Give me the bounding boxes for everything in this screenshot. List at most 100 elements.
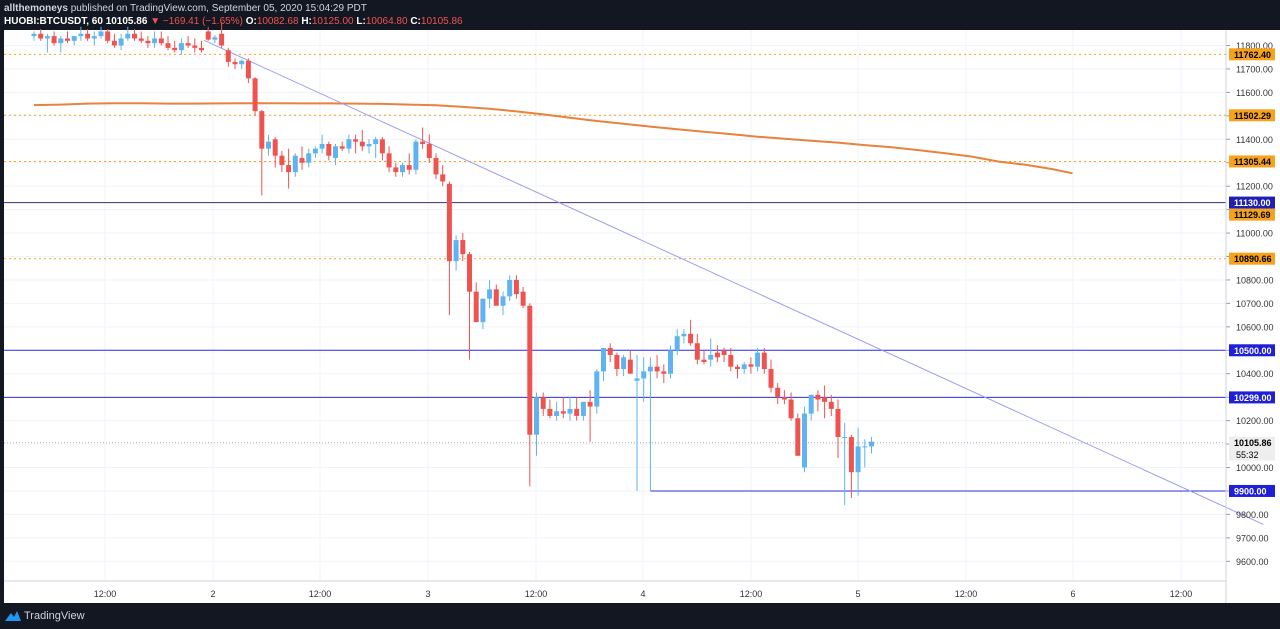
high-label: H: xyxy=(301,16,312,27)
price-tag-label: 11129.69 xyxy=(1234,210,1271,220)
candle-body xyxy=(560,411,566,414)
candle-body xyxy=(735,366,740,370)
y-tick-label: 11600.00 xyxy=(1236,88,1273,98)
y-tick-label: 9800.00 xyxy=(1236,510,1269,520)
last-price: 10105.86 xyxy=(105,16,148,27)
time-axis[interactable] xyxy=(4,581,1226,603)
price-tag-bg xyxy=(1229,252,1275,265)
candle-body xyxy=(326,143,332,156)
candle-body xyxy=(192,45,198,48)
candle-body xyxy=(393,167,399,173)
price-tags: 11762.40 11502.29 11305.44 11130.00 11129.69… xyxy=(1229,48,1275,497)
chart-pane[interactable] xyxy=(4,30,1226,603)
publication-line: allthemoneys published on TradingView.co… xyxy=(4,3,367,14)
x-tick-label: 3 xyxy=(425,589,430,599)
candle-body xyxy=(199,47,204,51)
candle-body xyxy=(641,371,647,379)
price-tag-label: 10890.66 xyxy=(1234,254,1272,264)
candle-body xyxy=(245,60,251,79)
descending-trendline xyxy=(203,39,1264,525)
symbol-line: HUOBI:BTCUSDT, 60 10105.86 ▼ −169.41 (−1… xyxy=(4,16,463,27)
symbol-name[interactable]: HUOBI:BTCUSDT, 60 xyxy=(4,16,103,27)
candle-body xyxy=(433,158,439,175)
x-tick-label: 6 xyxy=(1070,589,1075,599)
candle-body xyxy=(614,354,620,370)
candle-body xyxy=(272,139,278,156)
moving-average xyxy=(33,102,1073,175)
price-tag-label: 11762.40 xyxy=(1234,50,1271,60)
y-tick-label: 11400.00 xyxy=(1236,135,1273,145)
candle-body xyxy=(205,31,211,40)
y-tick-label: 10400.00 xyxy=(1236,369,1274,379)
candle-body xyxy=(674,336,680,351)
candle-body xyxy=(714,352,720,358)
candle-body xyxy=(420,141,426,144)
candle-body xyxy=(400,165,405,173)
candle-body xyxy=(815,394,821,400)
candle-body xyxy=(98,31,104,37)
candle-body xyxy=(266,141,271,149)
grid-lines xyxy=(4,30,1226,581)
y-tick-label: 11000.00 xyxy=(1236,229,1273,239)
candle-body xyxy=(252,78,258,112)
candle-body xyxy=(446,183,452,262)
candle-body xyxy=(118,38,124,46)
candle-body xyxy=(500,296,506,306)
candle-body xyxy=(386,153,392,168)
candle-body xyxy=(212,37,218,40)
candle-body xyxy=(440,174,446,182)
candle-body xyxy=(795,418,801,456)
candle-body xyxy=(467,254,472,292)
countdown-label: 55:32 xyxy=(1236,450,1259,460)
author-name[interactable]: allthemoneys xyxy=(4,3,68,14)
candle-body xyxy=(333,146,338,159)
candle-body xyxy=(748,364,754,367)
candle-body xyxy=(580,401,586,416)
candle-body xyxy=(755,352,761,367)
candle-body xyxy=(460,240,466,255)
trendline-layer xyxy=(203,39,1264,525)
price-axis[interactable] xyxy=(1226,30,1280,603)
footer-brand[interactable]: TradingView xyxy=(24,610,85,622)
candle-body xyxy=(828,401,834,409)
x-tick-label: 12:00 xyxy=(94,589,117,599)
candle-body xyxy=(239,60,245,65)
candle-body xyxy=(373,139,379,144)
low-label: L: xyxy=(356,16,366,27)
candle-body xyxy=(178,43,184,51)
candle-body xyxy=(366,143,372,147)
candle-body xyxy=(621,357,627,370)
candle-body xyxy=(507,279,513,297)
candle-body xyxy=(808,394,814,414)
price-change: ▼ −169.41 (−1.65%) xyxy=(150,16,243,27)
candle-body xyxy=(319,143,325,149)
candle-body xyxy=(71,36,77,41)
candle-body xyxy=(775,387,781,398)
time-axis-labels: 12:00 2 12:00 3 12:00 4 12:00 5 12:00 6 12:00 xyxy=(4,580,1226,599)
x-tick-label: 12:00 xyxy=(955,589,978,599)
y-tick-label: 10600.00 xyxy=(1236,322,1274,332)
countdown-bg xyxy=(1229,448,1275,461)
high-value: 10125.00 xyxy=(311,16,354,27)
price-tag-bg xyxy=(1229,208,1275,221)
candle-body xyxy=(862,446,868,448)
candle-body xyxy=(339,146,345,149)
candle-body xyxy=(286,165,292,173)
candle-body xyxy=(587,401,593,407)
candle-body xyxy=(152,38,158,44)
tradingview-logo-icon[interactable] xyxy=(5,611,21,621)
price-tag-label: 9900.00 xyxy=(1234,486,1267,496)
candle-body xyxy=(855,446,861,473)
candle-body xyxy=(487,289,493,299)
candle-body xyxy=(681,333,687,337)
candle-body xyxy=(668,350,673,374)
candle-body xyxy=(520,291,526,306)
candle-body xyxy=(607,347,613,355)
price-tag-bg xyxy=(1229,48,1275,61)
candle-body xyxy=(453,240,459,262)
candle-body xyxy=(312,148,318,154)
candle-body xyxy=(44,36,50,39)
x-tick-label: 12:00 xyxy=(525,589,548,599)
price-tag-label: 11305.44 xyxy=(1234,157,1271,167)
